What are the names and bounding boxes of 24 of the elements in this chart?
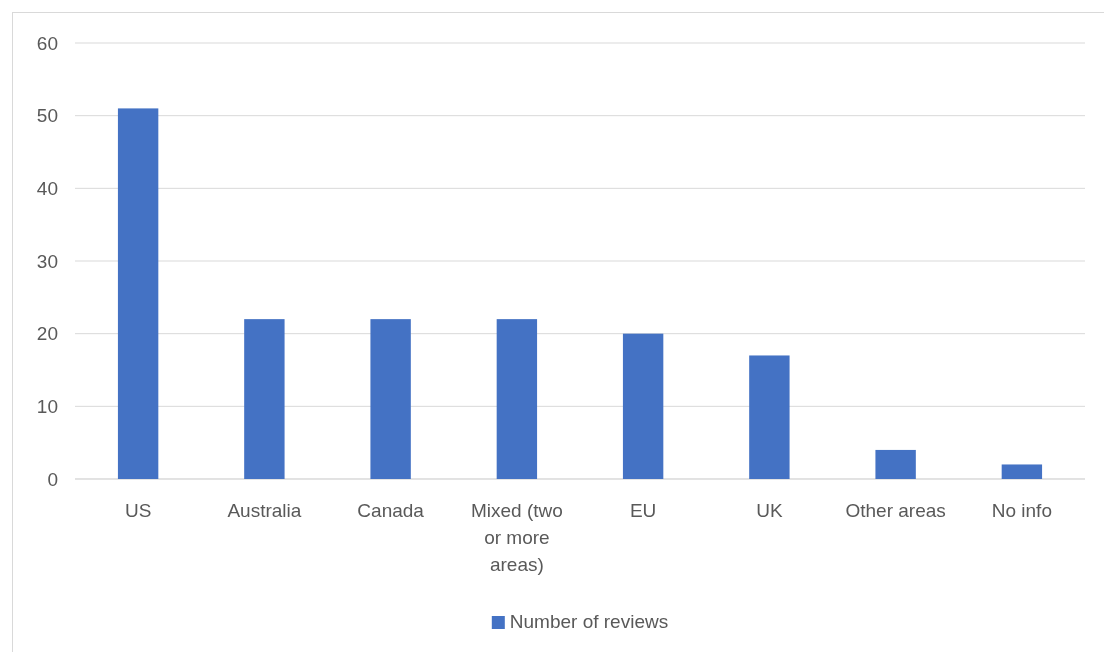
x-tick-label: EU xyxy=(629,500,657,521)
bar xyxy=(496,319,538,479)
x-tick-label: UK xyxy=(756,500,783,521)
legend-label: Number of reviews xyxy=(509,611,669,632)
y-tick-label: 60 xyxy=(36,32,58,54)
y-tick-label: 40 xyxy=(36,177,58,199)
bar xyxy=(622,333,664,479)
x-tick-label: Other areas xyxy=(845,500,946,521)
bar xyxy=(370,319,411,479)
x-tick-label: Mixed (two or more areas) xyxy=(470,500,563,575)
bar xyxy=(749,355,790,479)
x-tick-label: Australia xyxy=(227,500,302,521)
y-tick-label: 10 xyxy=(36,395,58,417)
bar xyxy=(1001,464,1043,479)
x-tick-label: US xyxy=(124,500,152,521)
y-tick-label: 20 xyxy=(36,323,58,345)
bar xyxy=(875,449,916,479)
x-tick-label: No info xyxy=(991,500,1052,521)
y-tick-label: 50 xyxy=(36,105,58,127)
y-tick-label: 0 xyxy=(47,468,58,490)
bar xyxy=(244,319,285,479)
x-tick-label: Canada xyxy=(357,500,425,521)
y-tick-label: 30 xyxy=(36,250,58,272)
bar xyxy=(117,108,159,479)
